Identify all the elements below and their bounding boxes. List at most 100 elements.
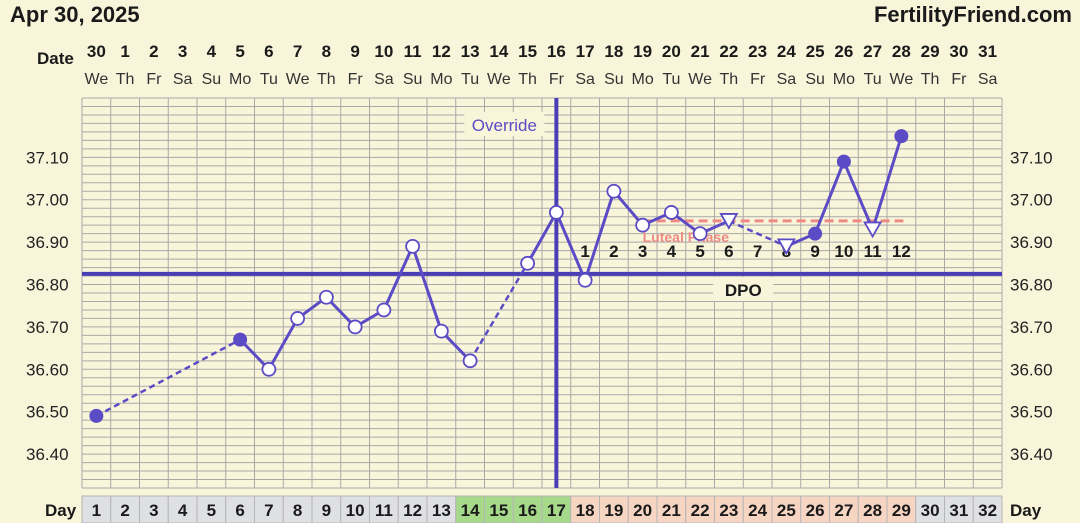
day-number-label: 7	[264, 501, 273, 520]
series-segment	[267, 317, 299, 371]
series-segment	[813, 161, 846, 235]
y-tick-label-left: 36.60	[26, 360, 69, 379]
weekday-label: Su	[202, 71, 222, 88]
x-labels: 1 2 3 4 5 6 7 8 9 10 11 12 13 14 15 16 17 18 19 20 21 22 23 24 2…	[85, 42, 998, 520]
date-label: 8	[322, 42, 331, 61]
date-label: 2	[149, 42, 158, 61]
weekday-label: We	[688, 71, 712, 88]
y-tick-label-left: 36.70	[26, 318, 69, 337]
temp-point-open	[290, 311, 306, 326]
y-tick-label-right: 36.40	[1010, 445, 1053, 464]
y-tick-label-right: 37.00	[1010, 191, 1053, 210]
day-number-label: 10	[346, 501, 365, 520]
day-number-label: 18	[576, 501, 595, 520]
date-label: 22	[719, 42, 738, 61]
day-number-label: 2	[120, 501, 129, 520]
temp-point-filled	[808, 226, 823, 241]
dpo-number: 5	[695, 242, 704, 261]
weekday-label: We	[286, 71, 310, 88]
y-tick-label-right: 36.90	[1010, 233, 1053, 252]
temp-point-open	[548, 205, 564, 220]
date-label: 12	[432, 42, 451, 61]
y-tick-label-right: 37.10	[1010, 148, 1053, 167]
weekday-label: Fr	[146, 71, 162, 88]
series-segment	[554, 211, 587, 281]
weekday-label: Tu	[864, 71, 882, 88]
dpo-label: DPO	[725, 281, 762, 300]
date-label: 29	[921, 42, 940, 61]
date-label: 9	[350, 42, 359, 61]
weekday-label: Fr	[750, 71, 766, 88]
temp-point-open	[462, 353, 478, 369]
weekday-label: Sa	[173, 71, 193, 88]
day-cell	[570, 495, 600, 523]
day-cell	[196, 495, 227, 523]
date-label: 28	[892, 42, 911, 61]
weekday-label: Sa	[777, 71, 797, 88]
weekday-label: We	[890, 71, 914, 88]
date-label: 31	[978, 42, 997, 61]
day-number-label: 11	[375, 501, 393, 520]
day-cell	[254, 495, 284, 523]
dpo-number: 9	[810, 242, 819, 261]
chart-overlays: Luteal PhaseOverrideDPO123456789101112	[82, 98, 1002, 488]
temp-point-open	[405, 238, 421, 254]
date-label: 26	[834, 42, 853, 61]
day-number-label: 9	[322, 501, 331, 520]
y-tick-label-right: 36.60	[1010, 360, 1053, 379]
weekday-label: Th	[317, 71, 336, 88]
weekday-label: Th	[116, 71, 135, 88]
luteal-phase-label: Luteal Phase	[643, 229, 730, 245]
weekday-label: Mo	[833, 71, 855, 88]
weekday-label: Fr	[549, 71, 565, 88]
date-label: 30	[949, 42, 968, 61]
dpo-number: 11	[864, 242, 882, 261]
temperature-series	[95, 135, 903, 418]
day-number-label: 16	[518, 501, 537, 520]
day-cell	[599, 495, 629, 523]
day-number-label: 28	[863, 501, 882, 520]
day-cell	[225, 495, 255, 523]
date-label: 15	[518, 42, 537, 61]
day-cell	[800, 495, 830, 523]
day-number-label: 30	[921, 501, 940, 520]
day-cell	[340, 495, 370, 523]
day-cell	[771, 495, 802, 523]
override-label-bg	[464, 112, 545, 136]
series-segment	[871, 135, 903, 230]
temp-point-filled	[894, 129, 909, 144]
day-number-label: 14	[461, 501, 480, 520]
temp-point-filled	[89, 408, 104, 423]
weekday-label: Th	[921, 71, 940, 88]
temp-point-triangle	[776, 238, 796, 256]
day-number-label: 25	[777, 501, 796, 520]
day-number-label: 26	[806, 501, 825, 520]
series-segment	[411, 245, 443, 332]
date-label: 1	[120, 42, 129, 61]
override-label: Override	[472, 116, 537, 135]
day-number-label: 21	[662, 501, 681, 520]
temp-point-filled	[233, 332, 248, 347]
dpo-number: 10	[834, 242, 853, 261]
day-cell	[81, 495, 112, 523]
date-label: 10	[374, 42, 393, 61]
grid	[81, 97, 1003, 489]
temp-point-open	[520, 255, 536, 271]
dpo-number: 2	[609, 242, 618, 261]
day-cell	[541, 495, 572, 523]
date-row-label: Date	[37, 49, 74, 68]
temp-point-open	[376, 302, 392, 318]
dpo-number: 6	[724, 242, 733, 261]
weekday-label: Tu	[461, 71, 479, 88]
day-cell	[627, 495, 658, 523]
day-number-label: 19	[604, 501, 623, 520]
day-number-label: 24	[748, 501, 767, 520]
weekday-label: Tu	[662, 71, 680, 88]
temp-point-open	[261, 361, 277, 377]
date-label: 21	[691, 42, 710, 61]
date-label: 27	[863, 42, 882, 61]
date-label: 23	[748, 42, 767, 61]
day-cell	[972, 495, 1003, 523]
weekday-label: We	[487, 71, 511, 88]
